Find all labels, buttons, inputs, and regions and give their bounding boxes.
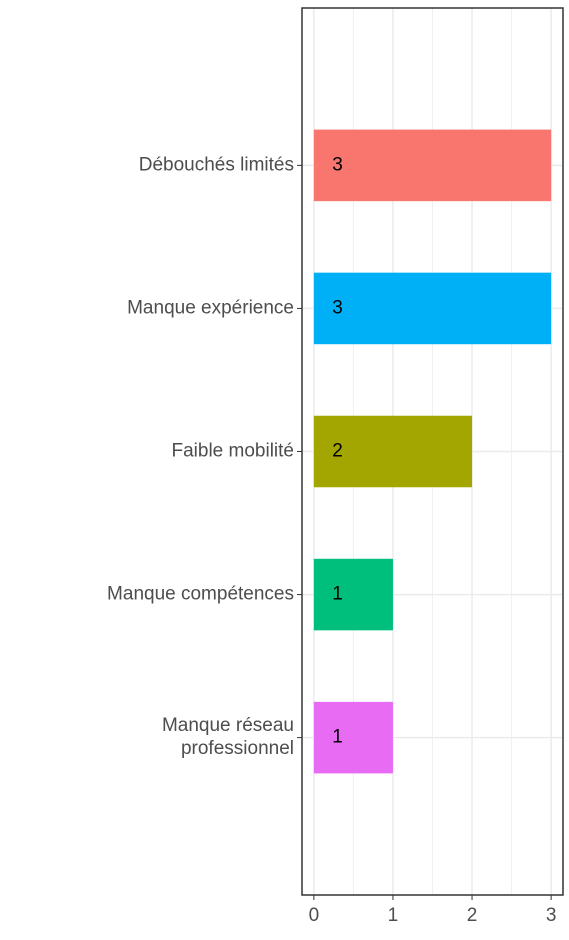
y-tick-label-line: Manque expérience bbox=[127, 297, 294, 318]
y-tick-label-line: Manque compétences bbox=[107, 584, 294, 605]
y-tick-label: Faible mobilité bbox=[172, 441, 295, 462]
x-tick-label: 3 bbox=[546, 905, 557, 926]
y-tick-label: Manque réseau professionnel bbox=[162, 715, 294, 759]
bar bbox=[313, 129, 552, 202]
y-tick-label-line: Débouchés limités bbox=[139, 154, 294, 175]
panel-border bbox=[301, 7, 564, 896]
data-label: 2 bbox=[332, 441, 343, 462]
data-label: 3 bbox=[332, 297, 343, 318]
data-label: 1 bbox=[332, 584, 343, 605]
y-tick-label: Manque compétences bbox=[107, 584, 294, 605]
y-tick-label-line: Faible mobilité bbox=[172, 441, 295, 462]
x-tick-label: 0 bbox=[309, 905, 320, 926]
y-tick-label: Manque expérience bbox=[127, 297, 294, 318]
x-tick-label: 2 bbox=[467, 905, 478, 926]
bar bbox=[313, 558, 393, 631]
x-tick-label: 1 bbox=[388, 905, 399, 926]
y-tick-label-line: Manque réseau bbox=[162, 715, 294, 736]
y-tick-label: Débouchés limités bbox=[139, 154, 294, 175]
bar bbox=[313, 701, 393, 774]
bar bbox=[313, 272, 552, 345]
y-tick-label-line: professionnel bbox=[181, 738, 294, 759]
bar bbox=[313, 415, 473, 488]
data-label: 1 bbox=[332, 727, 343, 748]
data-label: 3 bbox=[332, 154, 343, 175]
